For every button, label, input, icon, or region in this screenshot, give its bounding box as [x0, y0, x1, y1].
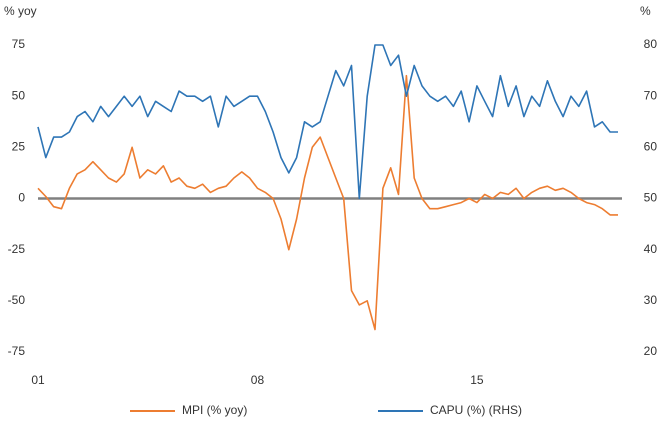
x-tick-label: 15	[470, 373, 484, 387]
y-axis-label: % yoy	[4, 4, 37, 18]
y-tick-label: -25	[8, 242, 26, 256]
y-tick-label: 50	[12, 88, 26, 102]
y-tick-label: 0	[18, 191, 25, 205]
series-line	[37, 44, 618, 200]
y2-tick-label: 50	[644, 191, 658, 205]
y2-tick-label: 80	[644, 37, 658, 51]
legend-label: CAPU (%) (RHS)	[430, 403, 522, 417]
y2-tick-label: 70	[644, 88, 658, 102]
y-tick-label: 75	[12, 37, 26, 51]
x-tick-label: 08	[251, 373, 265, 387]
y2-tick-label: 20	[644, 344, 658, 358]
y-tick-label: -75	[8, 344, 26, 358]
series-line	[37, 74, 618, 331]
y2-tick-label: 30	[644, 293, 658, 307]
y2-tick-label: 40	[644, 242, 658, 256]
legend-label: MPI (% yoy)	[182, 403, 247, 417]
y2-axis-label: %	[640, 4, 651, 18]
y-tick-label: -50	[8, 293, 26, 307]
x-tick-label: 01	[31, 373, 45, 387]
y2-tick-label: 60	[644, 140, 658, 154]
y-tick-label: 25	[12, 140, 26, 154]
